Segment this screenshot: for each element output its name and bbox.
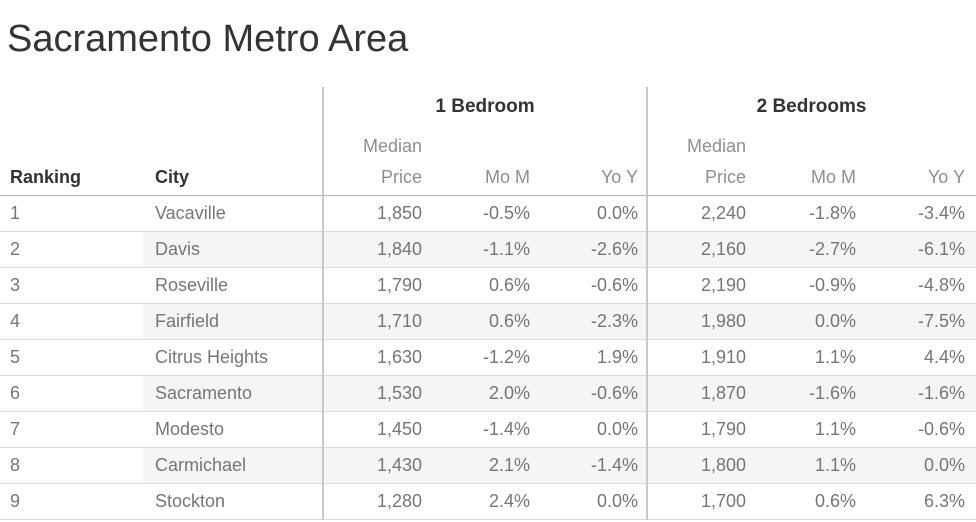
group-divider-line <box>322 87 324 520</box>
mom-column-header: Mo M <box>485 167 530 187</box>
yoy-column-header: Yo Y <box>600 167 638 187</box>
table-row: 4 Fairfield 1,710 0.6% -2.3% 1,980 0.0% -7.5% <box>0 304 976 340</box>
ranking-cell: 3 <box>10 275 21 295</box>
city-cell: Modesto <box>155 419 225 439</box>
br2-mom-cell: -1.6% <box>757 376 867 411</box>
br1-mom-cell: -1.4% <box>482 419 530 439</box>
br1-median-price-cell: 1,790 <box>376 275 422 295</box>
br2-yoy-cell: -3.4% <box>917 203 965 223</box>
table-row: 1 Vacaville 1,850 -0.5% 0.0% 2,240 -1.8% -3.4% <box>0 196 976 232</box>
median-price-header-line2: Price <box>380 167 422 187</box>
br1-yoy-cell: -1.4% <box>539 448 647 483</box>
br2-yoy-cell: -0.6% <box>917 419 965 439</box>
city-cell: Sacramento <box>143 376 323 411</box>
city-cell: Carmichael <box>143 448 323 483</box>
br2-mom-cell: -2.7% <box>757 232 867 267</box>
br1-median-price-cell: 1,710 <box>323 304 431 339</box>
br2-mom-cell: -1.8% <box>808 203 856 223</box>
br2-median-price-cell: 1,700 <box>700 491 746 511</box>
median-price-header-line2: Price <box>704 167 746 187</box>
br2-yoy-cell: 4.4% <box>923 347 965 367</box>
br2-median-price-cell: 1,910 <box>700 347 746 367</box>
median-price-header-line1: Median <box>686 136 746 156</box>
br2-median-price-cell: 1,790 <box>700 419 746 439</box>
br1-yoy-cell: 0.0% <box>596 419 638 439</box>
br2-mom-cell: -0.9% <box>808 275 856 295</box>
br2-mom-cell: 0.6% <box>814 491 856 511</box>
table-row: 5 Citrus Heights 1,630 -1.2% 1.9% 1,910 1.1% 4.… <box>0 340 976 376</box>
city-cell: Citrus Heights <box>155 347 269 367</box>
br2-median-price-cell: 1,980 <box>647 304 757 339</box>
ranking-cell: 8 <box>10 455 21 475</box>
br2-mom-cell: 0.0% <box>757 304 867 339</box>
br1-median-price-cell: 1,840 <box>323 232 431 267</box>
city-cell: Roseville <box>155 275 229 295</box>
ranking-cell: 7 <box>10 419 21 439</box>
br2-yoy-cell: 6.3% <box>923 491 965 511</box>
br1-mom-cell: -1.2% <box>482 347 530 367</box>
table-row: 8 Carmichael 1,430 2.1% -1.4% 1,800 1.1% 0.0% <box>0 448 976 484</box>
br1-median-price-cell: 1,450 <box>376 419 422 439</box>
city-cell: Davis <box>143 232 323 267</box>
br1-median-price-cell: 1,850 <box>376 203 422 223</box>
city-cell: Fairfield <box>143 304 323 339</box>
br1-mom-cell: -1.1% <box>431 232 539 267</box>
mom-column-header: Mo M <box>811 167 856 187</box>
br2-median-price-cell: 1,800 <box>647 448 757 483</box>
br2-yoy-cell: -1.6% <box>867 376 976 411</box>
br1-mom-cell: 2.4% <box>488 491 530 511</box>
br1-yoy-cell: -0.6% <box>539 376 647 411</box>
br2-yoy-cell: -6.1% <box>867 232 976 267</box>
br1-yoy-cell: 0.0% <box>596 203 638 223</box>
column-group-1-bedroom: 1 Bedroom <box>435 96 535 117</box>
table-row: 2 Davis 1,840 -1.1% -2.6% 2,160 -2.7% -6.1% <box>0 232 976 268</box>
br1-mom-cell: 2.1% <box>431 448 539 483</box>
br1-yoy-cell: 1.9% <box>596 347 638 367</box>
group-divider-line <box>646 87 648 520</box>
br2-median-price-cell: 2,240 <box>700 203 746 223</box>
br1-median-price-cell: 1,530 <box>323 376 431 411</box>
br2-median-price-cell: 1,870 <box>647 376 757 411</box>
br1-mom-cell: -0.5% <box>482 203 530 223</box>
city-column-header: City <box>155 167 190 187</box>
table-row: 3 Roseville 1,790 0.6% -0.6% 2,190 -0.9% -4.8% <box>0 268 976 304</box>
ranking-cell: 2 <box>10 239 21 259</box>
column-group-2-bedrooms: 2 Bedrooms <box>756 96 867 117</box>
br2-mom-cell: 1.1% <box>814 347 856 367</box>
br1-mom-cell: 0.6% <box>431 304 539 339</box>
median-price-header-line1: Median <box>362 136 422 156</box>
br1-mom-cell: 0.6% <box>488 275 530 295</box>
table-row: 9 Stockton 1,280 2.4% 0.0% 1,700 0.6% 6.3% <box>0 484 976 520</box>
br1-median-price-cell: 1,280 <box>376 491 422 511</box>
br2-median-price-cell: 2,160 <box>647 232 757 267</box>
br2-yoy-cell: 0.0% <box>867 448 976 483</box>
ranking-cell: 9 <box>10 491 21 511</box>
ranking-cell: 6 <box>10 383 21 403</box>
ranking-column-header: Ranking <box>10 167 82 187</box>
yoy-column-header: Yo Y <box>927 167 965 187</box>
table-body: 1 Vacaville 1,850 -0.5% 0.0% 2,240 -1.8% -3.4% 2… <box>0 196 976 520</box>
br1-yoy-cell: -2.3% <box>539 304 647 339</box>
br2-mom-cell: 1.1% <box>757 448 867 483</box>
br2-median-price-cell: 2,190 <box>700 275 746 295</box>
br2-yoy-cell: -7.5% <box>867 304 976 339</box>
br1-median-price-cell: 1,430 <box>323 448 431 483</box>
table-header: 1 Bedroom 2 Bedrooms Median Median Ranki… <box>0 87 976 196</box>
table-row: 6 Sacramento 1,530 2.0% -0.6% 1,870 -1.6% -1.6% <box>0 376 976 412</box>
table-row: 7 Modesto 1,450 -1.4% 0.0% 1,790 1.1% -0.6% <box>0 412 976 448</box>
br2-yoy-cell: -4.8% <box>917 275 965 295</box>
ranking-cell: 5 <box>10 347 21 367</box>
br2-mom-cell: 1.1% <box>814 419 856 439</box>
br1-median-price-cell: 1,630 <box>376 347 422 367</box>
ranking-cell: 4 <box>10 311 21 331</box>
br1-yoy-cell: 0.0% <box>596 491 638 511</box>
br1-yoy-cell: -2.6% <box>539 232 647 267</box>
page-title: Sacramento Metro Area <box>7 18 409 60</box>
br1-yoy-cell: -0.6% <box>590 275 638 295</box>
city-cell: Stockton <box>155 491 226 511</box>
city-cell: Vacaville <box>155 203 226 223</box>
br1-mom-cell: 2.0% <box>431 376 539 411</box>
ranking-cell: 1 <box>10 203 21 223</box>
